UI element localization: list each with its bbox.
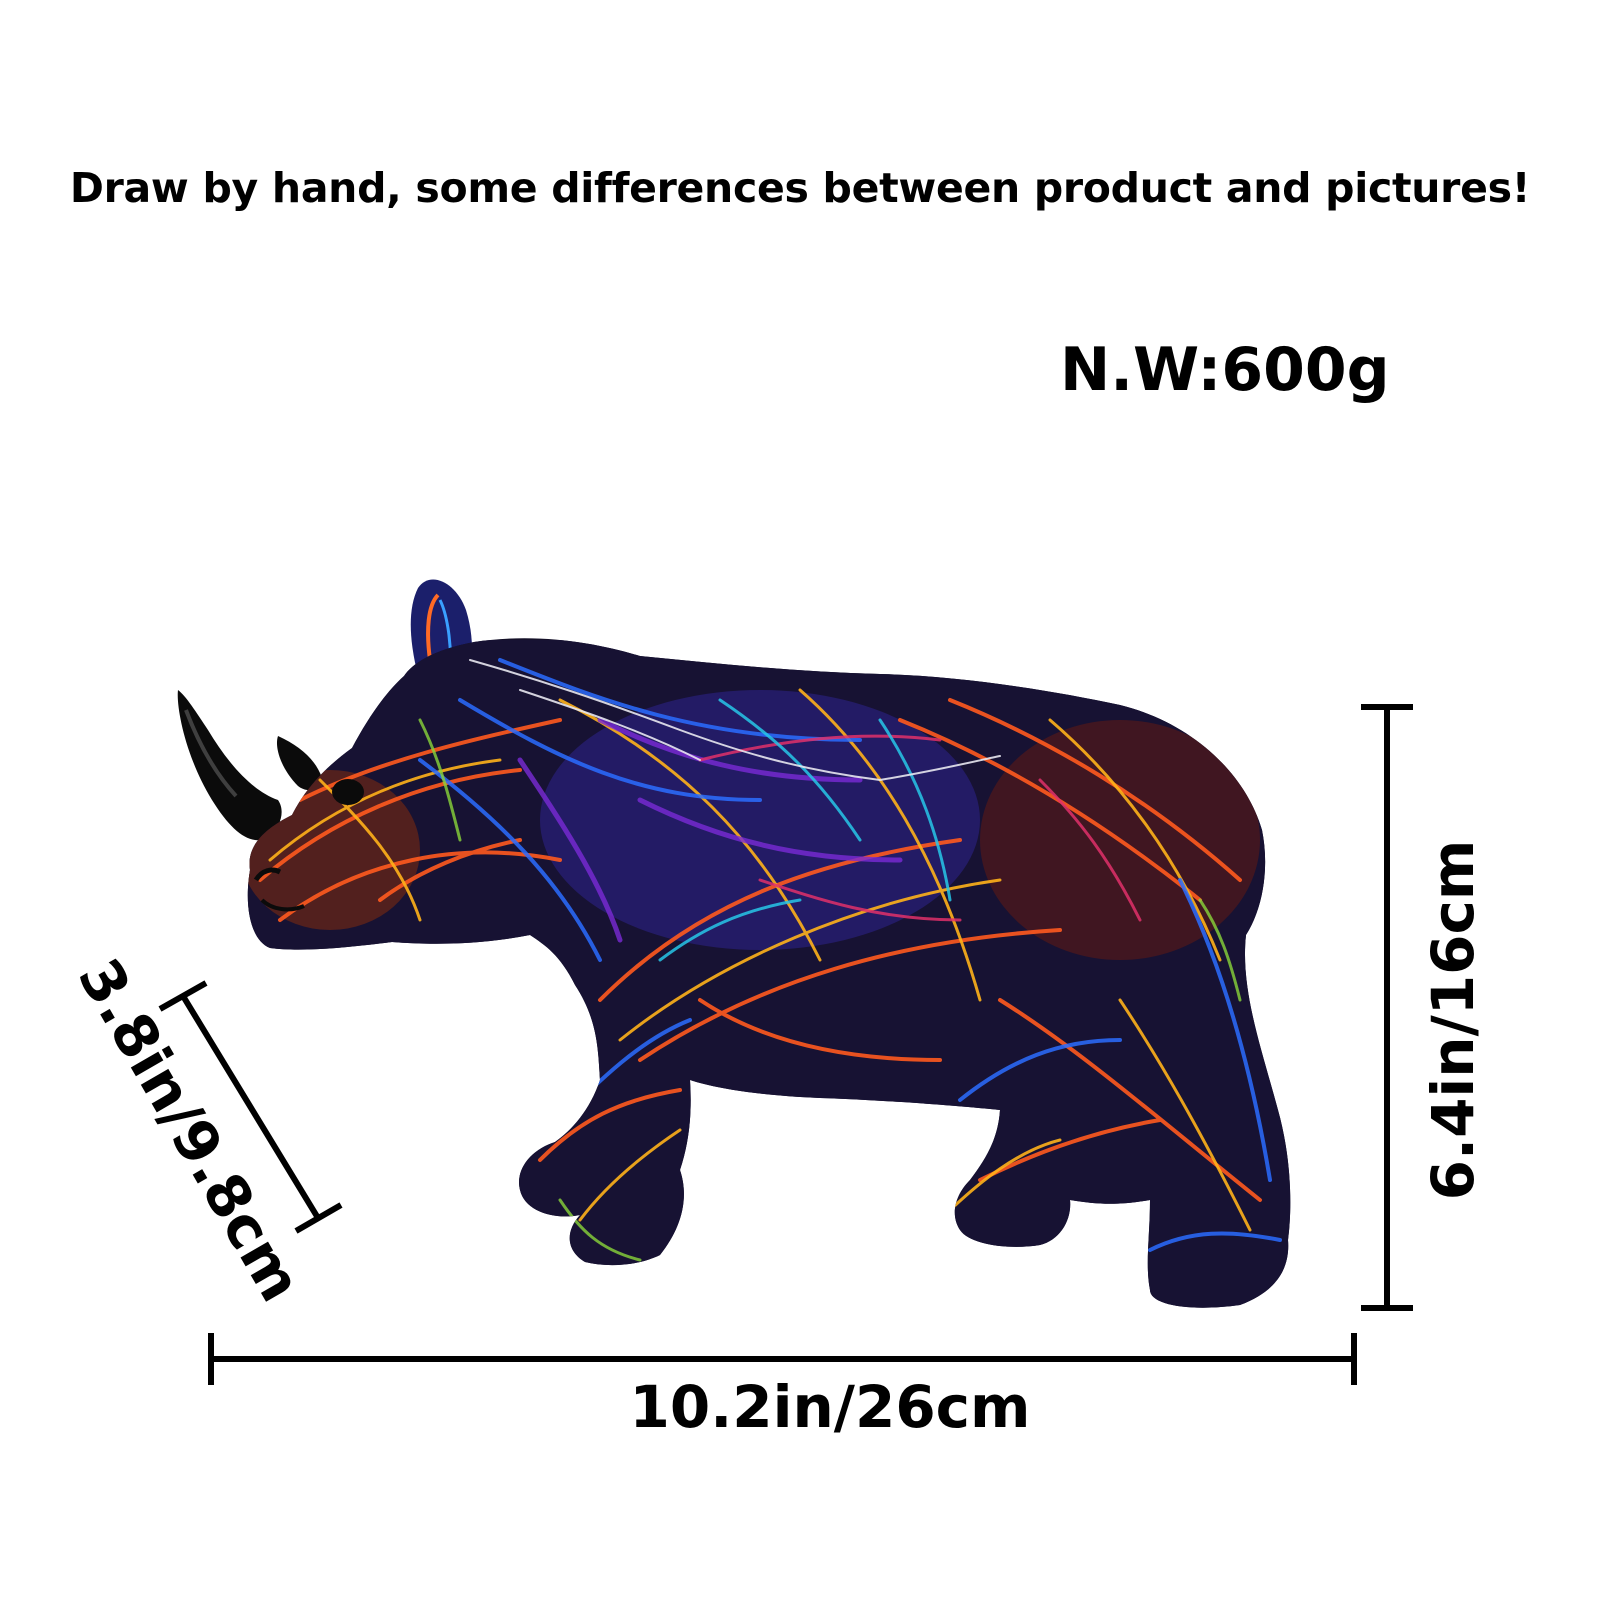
height-dimension-line	[1361, 704, 1413, 1311]
rhino-front-horn	[177, 690, 282, 841]
rhino-eye	[332, 779, 364, 805]
height-dimension-label: 6.4in/16cm	[1419, 839, 1487, 1201]
length-dimension-line	[208, 1333, 1357, 1385]
rhino-figurine	[177, 579, 1291, 1308]
product-notice: Draw by hand, some differences between p…	[69, 164, 1531, 212]
length-dimension-label: 10.2in/26cm	[629, 1373, 1031, 1441]
net-weight-label: N.W:600g	[1060, 335, 1390, 405]
rhino-rear-horn	[276, 736, 322, 791]
depth-dimension-line	[158, 980, 343, 1234]
